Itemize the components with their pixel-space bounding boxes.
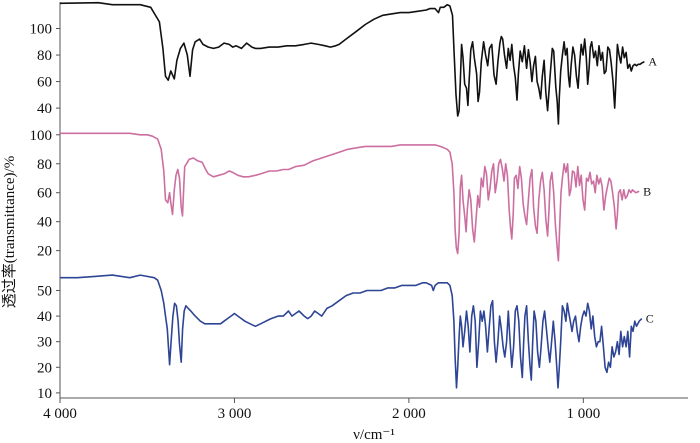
series-label-A: A (648, 55, 657, 69)
y-tick-label: 50 (37, 283, 52, 299)
y-tick-label: 80 (37, 157, 52, 173)
series-line-A (59, 1, 645, 125)
y-tick-label: 100 (30, 128, 53, 144)
y-tick-label: 40 (37, 215, 52, 231)
series-label-C: C (646, 312, 654, 326)
x-tick-label: 3 000 (218, 406, 252, 422)
series-line-C (60, 274, 643, 389)
spectra-series: A B C (59, 1, 657, 389)
y-tick-label: 30 (37, 335, 52, 351)
y-tick-label: 20 (37, 244, 52, 260)
x-tick-label: 4 000 (43, 406, 77, 422)
x-axis-title: ν/cm⁻¹ (353, 427, 395, 443)
y-tick-label: 40 (37, 309, 52, 325)
y-tick-label: 80 (37, 48, 52, 64)
y-axis-title: 透过率(transmittance)/% (1, 156, 18, 308)
series-label-B: B (643, 184, 651, 198)
x-tick-label: 1 000 (566, 406, 600, 422)
x-tick-label: 2 000 (392, 406, 426, 422)
y-tick-label: 20 (37, 360, 52, 376)
axes: 4 000 3 000 2 000 1 000 40 60 80 100 20 40 60 80 100… (30, 2, 688, 422)
y-tick-label: 60 (37, 186, 52, 202)
series-line-B (60, 132, 640, 262)
y-tick-label: 10 (37, 386, 52, 402)
y-tick-label: 100 (30, 22, 53, 38)
y-tick-label: 60 (37, 75, 52, 91)
y-tick-label: 40 (37, 101, 52, 117)
